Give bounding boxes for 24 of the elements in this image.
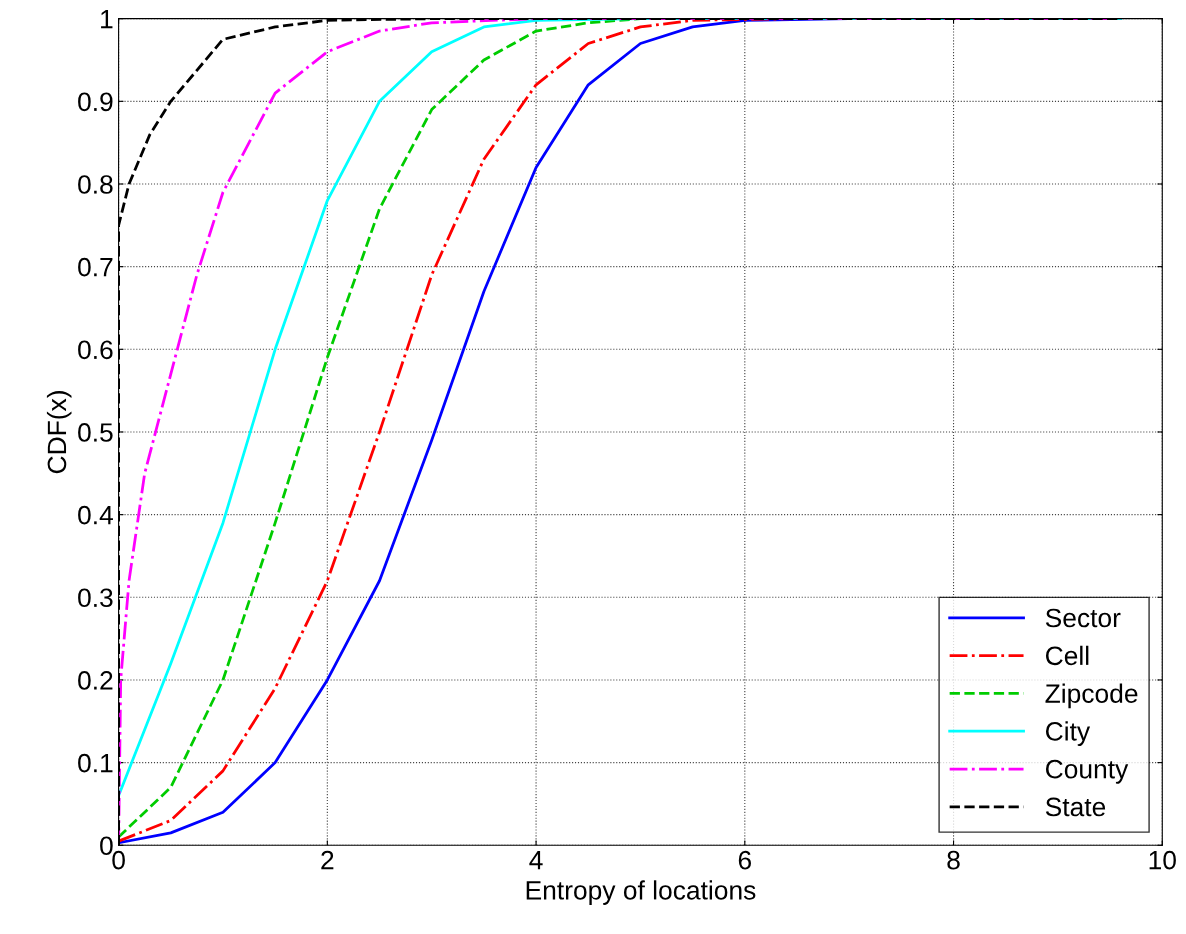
- y-tick-label: 1: [101, 10, 113, 29]
- x-tick-label: 4: [529, 851, 543, 870]
- y-tick-label: 0.1: [78, 753, 113, 773]
- y-tick-label: 0.4: [78, 505, 113, 525]
- y-tick-label: 0.2: [78, 671, 113, 690]
- x-tick-label: 8: [947, 850, 960, 870]
- y-axis-title: CDF(x): [46, 391, 72, 474]
- x-tick-label: 6: [738, 850, 751, 870]
- y-tick-label: 0.3: [78, 588, 113, 608]
- x-tick-label: 10: [1149, 850, 1176, 870]
- legend-label: Sector: [1045, 608, 1121, 628]
- y-tick-label: 0.7: [78, 257, 113, 277]
- y-tick-label: 0: [100, 836, 113, 856]
- y-tick-label: 0.6: [78, 340, 113, 360]
- legend-label: Cell: [1046, 645, 1089, 666]
- x-tick-label: 2: [321, 850, 334, 870]
- legend-label: Zipcode: [1045, 683, 1138, 709]
- y-tick-label: 0.5: [78, 423, 113, 442]
- legend-label: City: [1046, 721, 1091, 746]
- y-tick-label: 0.8: [78, 175, 113, 194]
- y-tick-label: 0.9: [78, 92, 113, 112]
- x-axis-title: Entropy of locations: [526, 880, 756, 905]
- legend-label: State: [1045, 797, 1106, 817]
- legend-label: County: [1046, 759, 1129, 784]
